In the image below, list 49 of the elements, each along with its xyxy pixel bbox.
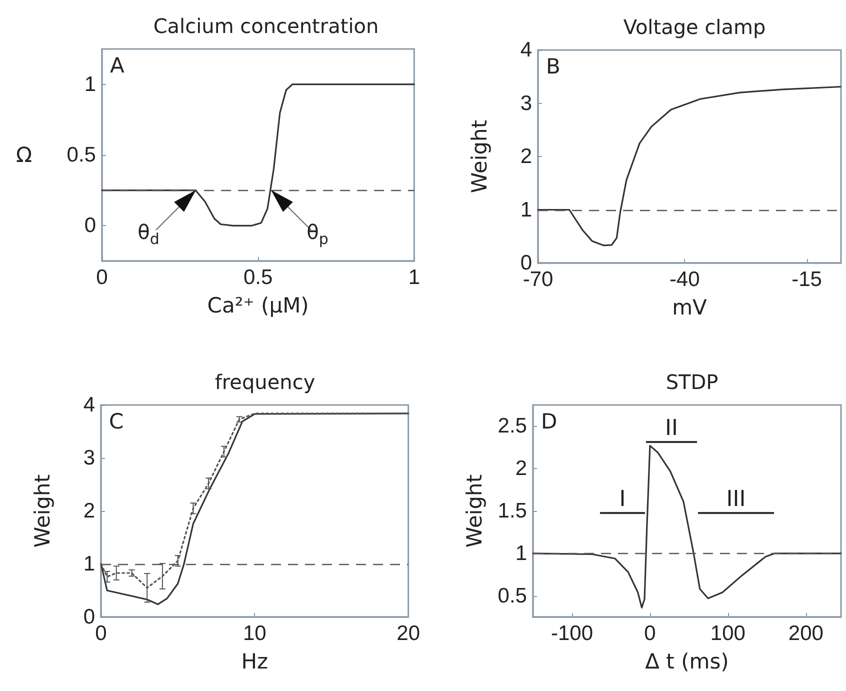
y-tick-label: 0 <box>520 252 532 274</box>
annotation: θ$_{d}$ <box>138 220 160 248</box>
y-tick-label: 0.5 <box>498 584 527 608</box>
annotation: A <box>110 54 125 78</box>
y-tick-label: 2 <box>520 145 532 168</box>
annotation: D <box>541 410 558 434</box>
y-tick-label: 0 <box>84 214 96 238</box>
x-tick-label: -100 <box>550 622 594 645</box>
x-axis-title: Ca²⁺ (μM) <box>207 294 309 318</box>
y-tick-label: 4 <box>520 38 532 62</box>
y-axis-title: Weight <box>30 474 54 548</box>
chart-title: Voltage clamp <box>623 15 766 39</box>
y-tick-label: 2 <box>515 457 527 480</box>
y-tick-label: 2 <box>83 500 95 522</box>
annotation: C <box>109 410 124 434</box>
y-axis-title: Weight <box>462 474 486 548</box>
y-tick-label: 3 <box>520 92 532 115</box>
x-tick-label: 20 <box>396 622 420 645</box>
x-axis-title: mV <box>672 296 708 320</box>
x-tick-label: 200 <box>788 622 824 645</box>
x-tick-label: 10 <box>242 622 266 645</box>
bracket: I <box>600 488 645 514</box>
x-axis-title: Hz <box>241 650 268 674</box>
y-tick-label: 1.5 <box>498 500 527 522</box>
bracket: II <box>646 417 697 443</box>
x-tick-label: -40 <box>669 268 700 291</box>
y-tick-label: 1 <box>520 198 532 222</box>
chart-title: STDP <box>666 370 718 394</box>
y-tick-label: 1 <box>83 552 95 576</box>
y-tick-label: 0.5 <box>66 144 96 166</box>
bracket: III <box>698 488 774 514</box>
y-tick-label: 3 <box>83 446 95 470</box>
y-axis-title: Weight <box>468 120 492 194</box>
x-tick-label: 0 <box>644 622 656 645</box>
x-tick-label: 1 <box>408 266 420 289</box>
chart-title: frequency <box>214 370 316 394</box>
x-tick-label: 0.5 <box>243 266 273 289</box>
chart-title: Calcium concentration <box>153 14 379 38</box>
x-axis-title: Δ t (ms) <box>645 650 729 674</box>
annotation: B <box>546 54 560 78</box>
annotation: θ$_{p}$ <box>306 220 328 248</box>
y-tick-label: 4 <box>83 394 96 416</box>
y-tick-label: 1 <box>84 72 96 96</box>
y-tick-label: 0 <box>83 606 95 628</box>
x-tick-label: -15 <box>792 268 822 291</box>
y-tick-label: 2.5 <box>498 414 527 438</box>
x-tick-label: 100 <box>710 622 746 645</box>
y-tick-label: 1 <box>515 542 527 565</box>
y-axis-title: Ω <box>16 143 32 167</box>
